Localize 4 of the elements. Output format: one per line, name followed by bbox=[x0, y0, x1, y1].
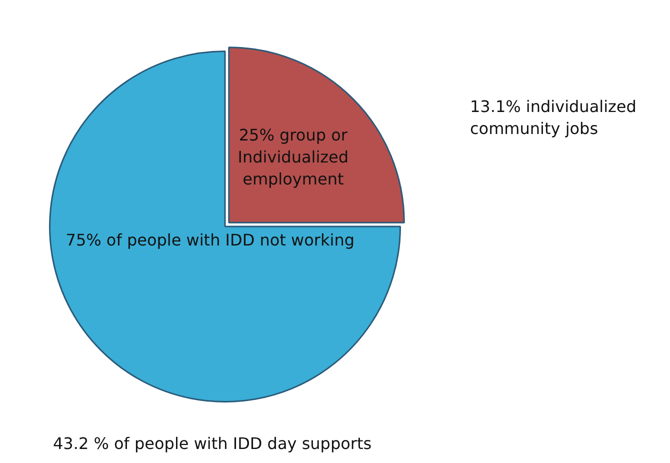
text: 13.1% individualized community jobs bbox=[470, 97, 636, 138]
slice-label: 25% group or Individualized employment bbox=[238, 126, 349, 188]
slice-label: 75% of people with IDD not working bbox=[66, 230, 354, 250]
text: 43.2 % of people with IDD day supports bbox=[53, 434, 372, 454]
